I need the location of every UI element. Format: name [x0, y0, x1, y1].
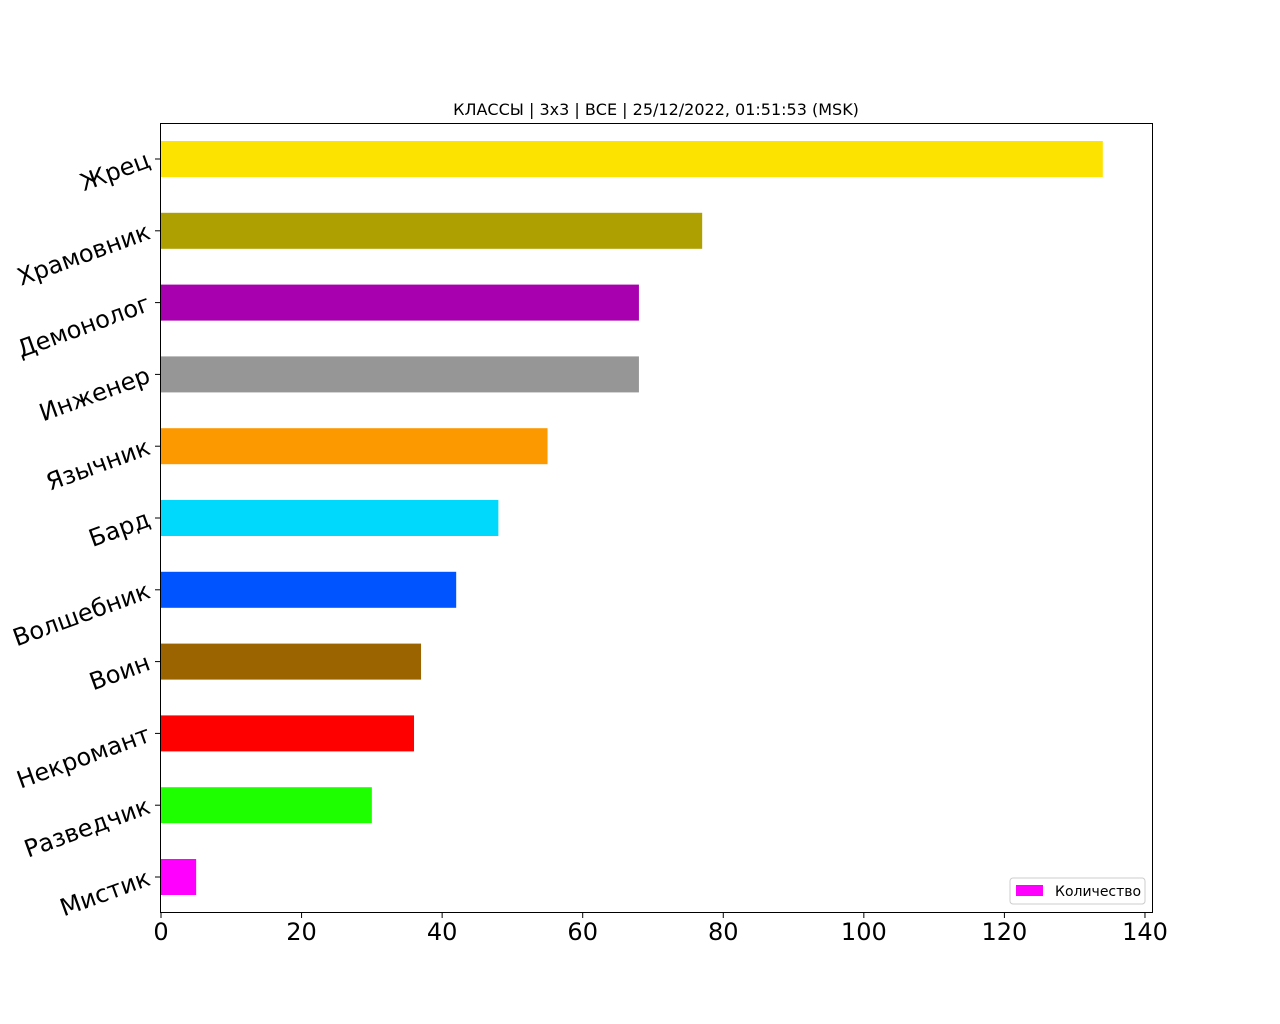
- x-tick-label: 20: [286, 918, 317, 946]
- y-tick-label: Демонолог: [13, 289, 153, 363]
- bar: [161, 859, 197, 895]
- bar: [161, 428, 548, 465]
- bar: [161, 787, 372, 824]
- plot-frame: [160, 123, 1153, 913]
- legend-swatch: [1016, 885, 1043, 896]
- x-tick-label: 100: [841, 918, 887, 946]
- bars-layer: [161, 141, 1103, 895]
- bar: [161, 284, 639, 321]
- legend-box: [1009, 877, 1146, 905]
- y-tick-label: Язычник: [42, 433, 153, 496]
- bar: [161, 643, 422, 680]
- y-tick-label: Бард: [85, 505, 154, 553]
- bar: [161, 500, 499, 536]
- y-tick-label: Волшебник: [9, 577, 154, 652]
- y-tick-label: Храмовник: [13, 218, 153, 292]
- x-tick-label: 120: [981, 918, 1027, 946]
- y-tick-label: Разведчик: [20, 792, 153, 863]
- bar: [161, 715, 415, 752]
- x-axis-ticks: 0 20 40 60 80 100 120 140: [153, 912, 1168, 946]
- chart-title: КЛАССЫ | 3x3 | ВСЕ | 25/12/2022, 01:51:5…: [453, 100, 859, 119]
- y-tick-label: Воин: [86, 648, 154, 696]
- legend: Количество: [1009, 877, 1146, 905]
- y-tick-label: Жрец: [76, 146, 153, 197]
- y-tick-label: Инженер: [35, 361, 153, 427]
- legend-label: Количество: [1055, 884, 1141, 900]
- x-tick-label: 80: [708, 918, 739, 946]
- y-tick-label: Некромант: [13, 720, 154, 794]
- x-tick-label: 140: [1122, 918, 1168, 946]
- x-tick-label: 40: [427, 918, 458, 946]
- bar: [161, 571, 457, 608]
- x-tick-label: 0: [153, 918, 168, 946]
- y-tick-label: Мистик: [56, 864, 154, 922]
- bar: [161, 212, 703, 249]
- bar: [161, 356, 639, 393]
- bar: [161, 141, 1103, 177]
- x-tick-label: 60: [567, 918, 598, 946]
